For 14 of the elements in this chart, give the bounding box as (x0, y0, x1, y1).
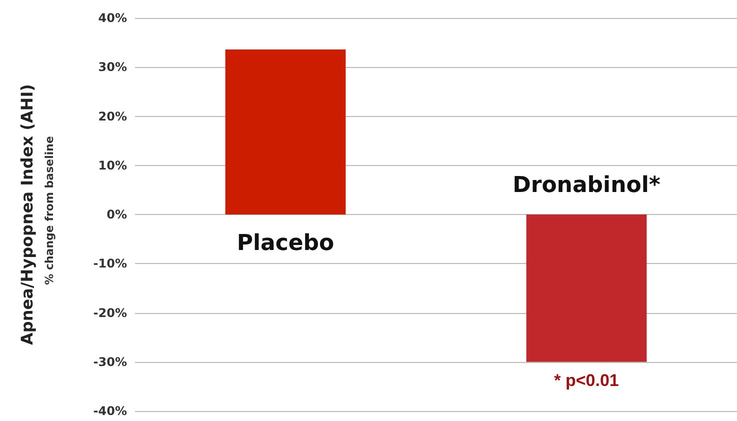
annotation: * p<0.01 (554, 370, 619, 390)
text: % change from baseline (43, 136, 56, 285)
y-tick-label: -30% (93, 354, 127, 369)
y-tick-label: -40% (93, 404, 127, 418)
y-tick-label: 0% (106, 208, 127, 222)
y-tick-label: 10% (98, 158, 127, 172)
y-tick-label: -10% (93, 256, 127, 271)
y-axis-title: Apnea/Hypopnea Index (AHI) (18, 84, 36, 345)
y-tick-label: 40% (98, 11, 127, 25)
y-tick-label: -20% (93, 306, 127, 320)
y-tick-label: 30% (98, 60, 127, 74)
y-tick-label: 20% (98, 109, 127, 124)
x-tick-label: Placebo (236, 231, 334, 256)
x-tick-label: Dronabinol* (512, 173, 661, 198)
